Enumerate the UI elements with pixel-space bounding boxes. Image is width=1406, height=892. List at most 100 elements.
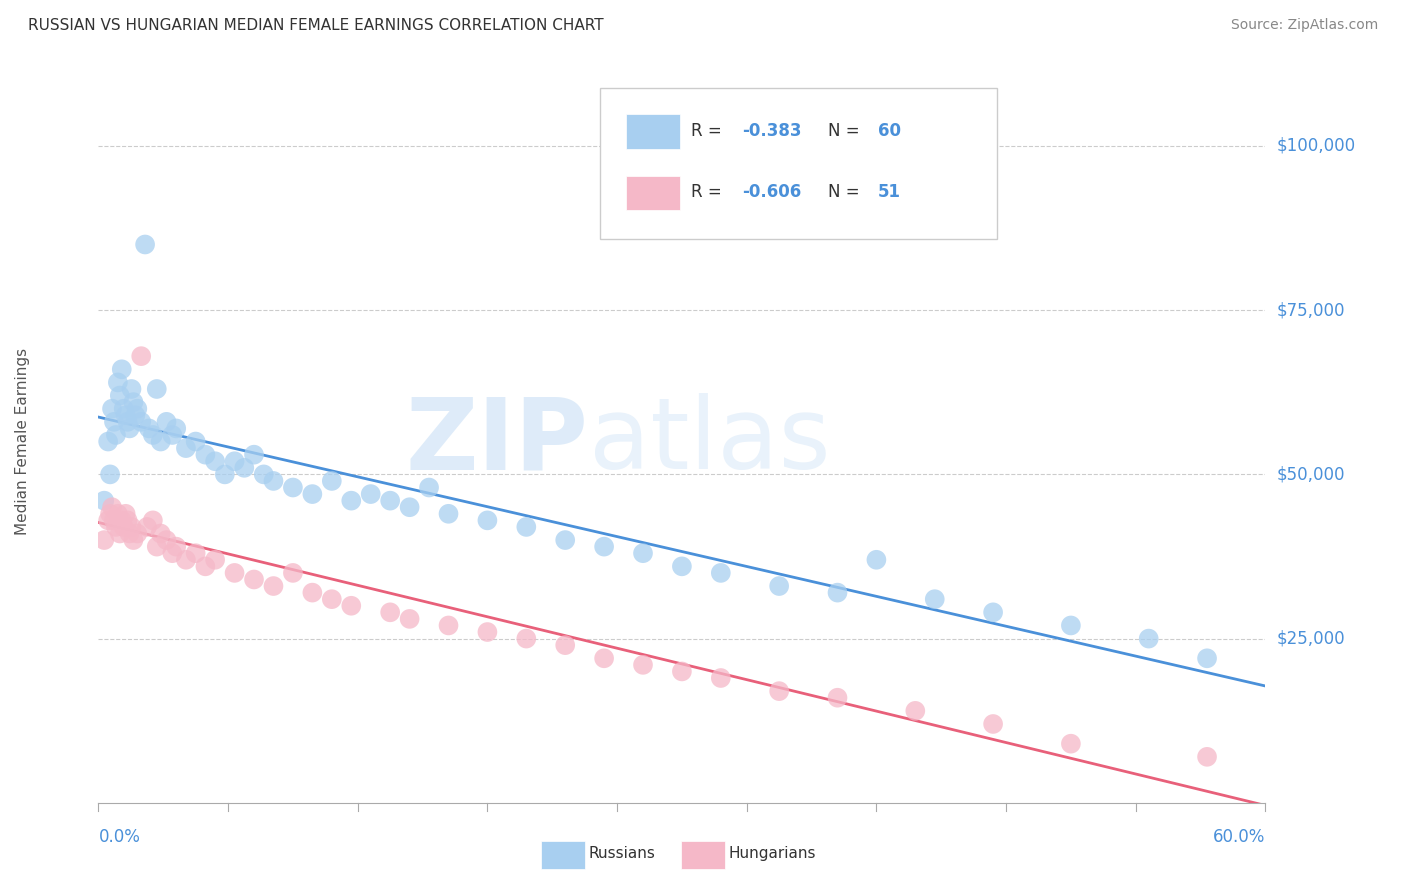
Point [477, 513, 499, 527]
Point [710, 671, 733, 685]
Text: 60: 60 [877, 122, 901, 140]
Point [103, 415, 125, 429]
FancyBboxPatch shape [681, 841, 725, 869]
Point [124, 409, 146, 423]
Point [281, 566, 304, 580]
Point [104, 428, 127, 442]
Point [162, 546, 184, 560]
Point [118, 526, 141, 541]
Text: -0.606: -0.606 [742, 183, 801, 202]
Point [1060, 618, 1083, 632]
Point [111, 513, 134, 527]
Text: $75,000: $75,000 [1277, 301, 1346, 319]
Point [162, 428, 184, 442]
Text: $100,000: $100,000 [1277, 137, 1355, 155]
Point [129, 415, 152, 429]
Text: Hungarians: Hungarians [728, 846, 815, 861]
Point [243, 448, 266, 462]
Point [117, 513, 139, 527]
Point [710, 566, 733, 580]
Point [204, 454, 226, 468]
Point [122, 533, 145, 547]
Point [340, 599, 363, 613]
Point [155, 415, 177, 429]
Point [136, 520, 159, 534]
Point [146, 382, 169, 396]
Text: $50,000: $50,000 [1277, 466, 1346, 483]
Point [593, 651, 616, 665]
Point [418, 481, 440, 495]
Text: N =: N = [828, 183, 865, 202]
Point [104, 520, 127, 534]
Text: R =: R = [692, 122, 727, 140]
Point [1195, 749, 1218, 764]
Point [97, 513, 120, 527]
Point [93, 533, 115, 547]
Point [127, 401, 149, 416]
Text: N =: N = [828, 122, 865, 140]
Point [121, 382, 143, 396]
Point [340, 493, 363, 508]
Text: 0.0%: 0.0% [98, 828, 141, 846]
Point [1060, 737, 1083, 751]
Point [118, 421, 141, 435]
FancyBboxPatch shape [626, 176, 679, 211]
Point [301, 585, 323, 599]
Point [981, 605, 1004, 619]
Point [194, 559, 217, 574]
Point [398, 500, 420, 515]
Point [121, 520, 143, 534]
Point [554, 533, 576, 547]
Point [301, 487, 323, 501]
Point [321, 592, 343, 607]
Point [98, 467, 121, 482]
Point [437, 618, 460, 632]
Text: R =: R = [692, 183, 727, 202]
Point [321, 474, 343, 488]
Point [138, 421, 160, 435]
Point [214, 467, 236, 482]
Point [671, 665, 693, 679]
Point [360, 487, 382, 501]
Text: Median Female Earnings: Median Female Earnings [14, 348, 30, 535]
Point [98, 507, 121, 521]
Point [149, 434, 172, 449]
Point [114, 409, 136, 423]
Point [477, 625, 499, 640]
Point [107, 376, 129, 390]
Point [134, 237, 156, 252]
Point [243, 573, 266, 587]
Point [101, 500, 124, 515]
Point [281, 481, 304, 495]
Point [515, 520, 537, 534]
Point [184, 434, 207, 449]
Point [768, 579, 790, 593]
Point [904, 704, 927, 718]
Text: 60.0%: 60.0% [1213, 828, 1265, 846]
Point [117, 415, 139, 429]
Text: $25,000: $25,000 [1277, 630, 1346, 648]
Point [827, 585, 849, 599]
Point [112, 401, 135, 416]
Point [1195, 651, 1218, 665]
Point [827, 690, 849, 705]
Point [262, 474, 284, 488]
Point [108, 526, 131, 541]
Point [142, 513, 165, 527]
Point [129, 349, 152, 363]
Point [155, 533, 177, 547]
Point [127, 526, 149, 541]
Point [146, 540, 169, 554]
Point [380, 605, 402, 619]
FancyBboxPatch shape [626, 114, 679, 149]
Point [593, 540, 616, 554]
Point [108, 388, 131, 402]
Text: Russians: Russians [589, 846, 655, 861]
Point [262, 579, 284, 593]
Point [1137, 632, 1160, 646]
Point [194, 448, 217, 462]
Point [149, 526, 172, 541]
Point [924, 592, 946, 607]
Point [671, 559, 693, 574]
Point [111, 362, 134, 376]
